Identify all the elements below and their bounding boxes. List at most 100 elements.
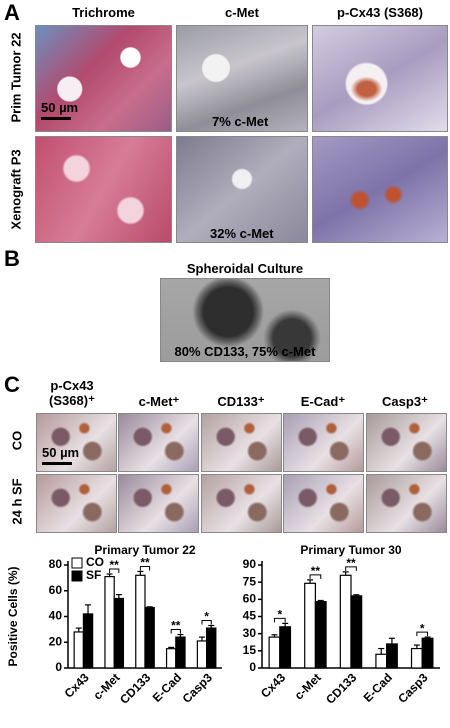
legend-swatch xyxy=(71,570,83,582)
column-header: Trichrome xyxy=(72,5,135,20)
scale-bar xyxy=(42,462,72,465)
y-tick-label: 60 xyxy=(243,592,257,606)
y-tick-label: 0 xyxy=(55,660,62,674)
micrograph xyxy=(176,25,308,132)
chart-title: Primary Tumor 30 xyxy=(300,543,401,557)
x-tick-label: Casp3 xyxy=(180,670,216,706)
legend-label: CO xyxy=(86,555,104,569)
bar xyxy=(304,582,317,669)
bar xyxy=(268,636,281,669)
micrograph xyxy=(36,413,117,472)
significance-bracket xyxy=(345,566,357,571)
bar xyxy=(73,631,85,669)
y-tick-label: 60 xyxy=(49,583,63,597)
bar xyxy=(165,648,177,669)
bar xyxy=(421,637,434,669)
micrograph xyxy=(312,25,448,132)
x-tick-label: E-Cad xyxy=(150,670,184,704)
bar xyxy=(279,626,292,669)
bar xyxy=(175,636,186,669)
bar xyxy=(314,601,327,669)
significance-label: * xyxy=(420,621,425,635)
column-header: c-Met xyxy=(225,5,259,20)
micrograph xyxy=(176,136,308,243)
significance-label: ** xyxy=(140,556,150,570)
bar xyxy=(339,574,352,669)
legend-swatch xyxy=(71,557,83,569)
bar xyxy=(350,595,363,669)
significance-label: * xyxy=(277,608,282,622)
annotation: 80% CD133, 75% c-Met xyxy=(174,344,316,359)
bar xyxy=(144,606,155,669)
y-tick-label: 45 xyxy=(243,609,257,623)
scale-bar-label: 50 µm xyxy=(42,445,80,460)
bar xyxy=(375,653,388,669)
significance-label: ** xyxy=(311,564,321,578)
y-tick-label: 90 xyxy=(243,557,257,571)
column-header: p-Cx43 (S368)⁺ xyxy=(49,378,95,408)
bar xyxy=(206,627,217,669)
column-header: CD133⁺ xyxy=(217,394,265,409)
column-header: p-Cx43 (S368) xyxy=(337,5,423,20)
y-tick-label: 75 xyxy=(243,574,257,588)
significance-bracket xyxy=(416,631,429,637)
micrograph xyxy=(35,25,172,132)
micrograph xyxy=(365,474,447,533)
x-tick-label: CD133 xyxy=(117,670,154,707)
bar xyxy=(410,647,423,669)
micrograph xyxy=(312,136,448,243)
bar xyxy=(196,640,208,669)
y-tick-label: 0 xyxy=(249,660,256,674)
column-header: c-Met⁺ xyxy=(138,394,180,409)
bar xyxy=(386,643,398,669)
micrograph xyxy=(283,413,365,472)
bar xyxy=(113,597,125,669)
significance-bracket xyxy=(309,574,322,579)
significance-bracket xyxy=(201,620,212,625)
y-tick-label: 40 xyxy=(49,609,63,623)
micrograph xyxy=(118,474,200,533)
significance-bracket xyxy=(109,568,120,574)
micrograph xyxy=(160,278,330,362)
significance-bracket xyxy=(139,565,151,571)
micrograph xyxy=(365,413,447,472)
significance-label: * xyxy=(204,610,209,624)
column-header: E-Cad⁺ xyxy=(300,394,346,409)
y-tick-label: 30 xyxy=(243,626,257,640)
significance-label: ** xyxy=(171,619,181,633)
significance-label: ** xyxy=(110,558,120,572)
annotation: 7% c-Met xyxy=(212,114,269,129)
x-tick-label: Cx43 xyxy=(62,670,92,700)
micrograph xyxy=(35,136,172,243)
micrograph xyxy=(200,474,282,533)
y-tick-label: 80 xyxy=(49,557,63,571)
x-tick-label: c-Met xyxy=(292,670,324,702)
panel-title: Spheroidal Culture xyxy=(186,261,304,276)
micrograph xyxy=(118,413,200,472)
legend-label: SF xyxy=(86,568,101,582)
micrograph xyxy=(36,474,117,533)
bar xyxy=(104,575,115,669)
y-tick-label: 20 xyxy=(49,634,63,648)
x-tick-label: E-Cad xyxy=(361,670,395,704)
chart-title: Primary Tumor 22 xyxy=(94,543,195,557)
column-header: Casp3⁺ xyxy=(382,394,428,409)
significance-label: ** xyxy=(346,556,356,570)
bar xyxy=(135,574,146,669)
x-tick-label: Cx43 xyxy=(258,670,288,700)
panel-label: B xyxy=(4,246,20,271)
y-tick-label: 15 xyxy=(243,643,257,657)
significance-bracket xyxy=(273,617,286,623)
panel-label: C xyxy=(4,372,20,397)
micrograph xyxy=(283,474,365,533)
x-tick-label: Casp3 xyxy=(395,670,431,706)
annotation: 32% c-Met xyxy=(210,226,274,241)
y-axis-label: Positive Cells (%) xyxy=(6,566,20,666)
panel-label: A xyxy=(4,0,20,25)
scale-bar xyxy=(41,117,71,120)
scale-bar-label: 50 µm xyxy=(41,100,79,115)
bar xyxy=(82,613,94,669)
micrograph xyxy=(200,413,282,472)
